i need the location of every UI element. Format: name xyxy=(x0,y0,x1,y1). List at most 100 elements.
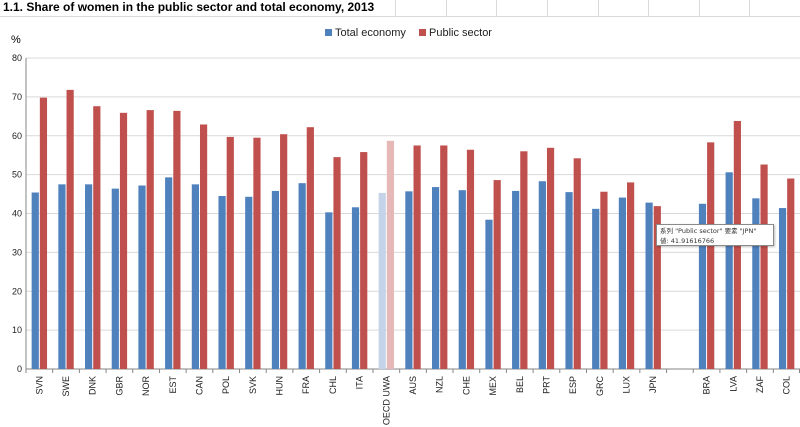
bar-public-sector xyxy=(466,149,475,369)
bar-public-sector xyxy=(573,158,581,369)
bar-total-economy xyxy=(618,197,627,369)
y-tick-label: 10 xyxy=(12,325,22,335)
x-tick-label: OECD UWA xyxy=(381,376,391,425)
x-tick-label: AUS xyxy=(408,376,418,395)
legend: Total economy Public sector xyxy=(325,27,492,39)
bar-total-economy xyxy=(298,183,306,369)
bar-total-economy xyxy=(58,184,66,369)
bar-public-sector xyxy=(707,142,715,369)
y-tick-label: 70 xyxy=(12,92,22,102)
bar-public-sector xyxy=(173,110,181,370)
bar-total-economy xyxy=(245,196,253,369)
bar-public-sector xyxy=(280,134,288,369)
x-tick-label: ITA xyxy=(355,376,365,389)
bar-total-economy xyxy=(271,190,280,369)
bar-public-sector xyxy=(600,191,608,369)
y-tick-label: 0 xyxy=(17,364,22,374)
bar-total-economy xyxy=(378,192,386,369)
bar-public-sector xyxy=(93,106,101,369)
bar-public-sector xyxy=(546,147,555,369)
x-tick-label: SVN xyxy=(34,376,44,395)
bar-public-sector xyxy=(386,140,395,369)
data-tooltip: 系列 "Public sector" 要素 "JPN" 値: 41.916167… xyxy=(656,224,774,246)
bar-total-economy xyxy=(538,181,546,369)
tooltip-value-line: 値: 41.91616766 xyxy=(660,237,715,245)
y-tick-label: 20 xyxy=(12,286,22,296)
bar-total-economy xyxy=(431,187,440,369)
tick-labels: 0 10 20 30 40 50 60 70 80% SVN SWE DNK GBR NOR EST CAN P… xyxy=(11,34,792,425)
y-axis-label: % xyxy=(11,34,21,46)
bar-public-sector xyxy=(493,180,501,369)
bar-public-sector xyxy=(39,97,48,369)
x-tick-label: FRA xyxy=(301,376,311,394)
bar-public-sector xyxy=(146,110,154,369)
bar-public-sector xyxy=(787,178,795,369)
bar-public-sector xyxy=(333,157,341,369)
bar-total-economy xyxy=(512,190,520,369)
bar-total-economy xyxy=(778,208,787,369)
bar-public-sector xyxy=(627,182,635,369)
bar-total-economy xyxy=(698,203,707,369)
sheet-grid-cells xyxy=(395,0,800,16)
x-tick-label: BRA xyxy=(702,376,712,395)
gridlines xyxy=(26,57,800,331)
x-tick-label: CAN xyxy=(194,376,204,395)
bar-total-economy xyxy=(351,207,360,369)
bar-total-economy xyxy=(565,192,573,369)
bar-total-economy xyxy=(485,219,493,369)
chart-title: 1.1. Share of women in the public sector… xyxy=(3,0,375,14)
y-tick-label: 80 xyxy=(12,53,22,63)
bar-total-economy xyxy=(218,196,226,369)
bar-total-economy xyxy=(165,177,173,369)
x-tick-label: NOR xyxy=(141,376,151,397)
x-tick-label: POL xyxy=(221,376,231,394)
legend-swatch xyxy=(325,29,332,36)
x-tick-label: GBR xyxy=(114,376,124,396)
title-bar xyxy=(0,0,800,17)
legend-swatch xyxy=(419,29,426,36)
bars xyxy=(31,89,795,370)
x-tick-label: BEL xyxy=(515,376,525,393)
bar-total-economy xyxy=(111,188,119,369)
bar-public-sector xyxy=(119,112,128,369)
bar-public-sector xyxy=(360,152,368,369)
x-tick-label: EST xyxy=(168,376,178,394)
tooltip-series-line: 系列 "Public sector" 要素 "JPN" xyxy=(660,227,757,235)
y-tick-label: 40 xyxy=(12,209,22,219)
legend-label: Public sector xyxy=(429,27,492,39)
bar-public-sector xyxy=(440,145,448,369)
legend-label: Total economy xyxy=(335,27,406,39)
bar-public-sector xyxy=(413,145,421,369)
x-tick-label: SVK xyxy=(248,376,258,394)
x-tick-label: CHE xyxy=(461,376,471,395)
bar-public-sector xyxy=(199,124,208,369)
bar-total-economy xyxy=(752,198,760,369)
x-tick-label: PRT xyxy=(541,376,551,394)
bar-public-sector xyxy=(653,206,661,369)
bar-public-sector xyxy=(253,137,261,369)
bar-public-sector xyxy=(66,89,74,369)
x-tick-label: ZAF xyxy=(755,375,765,393)
bar-total-economy xyxy=(138,185,146,369)
bar-total-economy xyxy=(645,202,653,369)
bar-total-economy xyxy=(325,212,333,369)
bar-public-sector xyxy=(226,136,234,369)
y-tick-label: 60 xyxy=(12,131,22,141)
bar-public-sector xyxy=(306,127,314,369)
x-tick-label: LVA xyxy=(728,376,738,392)
x-tick-label: ESP xyxy=(568,376,578,394)
x-tick-label: COL xyxy=(782,376,792,395)
x-tick-label: GRC xyxy=(595,376,605,397)
x-tick-label: MEX xyxy=(488,376,498,396)
x-tick-label: CHL xyxy=(328,376,338,394)
y-tick-label: 50 xyxy=(12,170,22,180)
bar-public-sector xyxy=(520,151,528,369)
bar-total-economy xyxy=(191,184,199,369)
x-tick-label: SWE xyxy=(61,376,71,397)
bar-total-economy xyxy=(85,184,93,369)
bar-total-economy xyxy=(592,208,600,369)
bar-total-economy xyxy=(458,190,466,369)
x-tick-label: DNK xyxy=(88,376,98,395)
bar-total-economy xyxy=(31,192,39,369)
